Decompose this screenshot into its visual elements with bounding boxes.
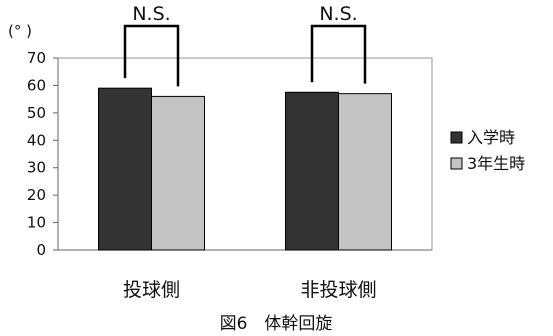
figure-caption: 図6 体幹回旋 (220, 313, 333, 334)
bar (152, 96, 205, 250)
significance-label: N.S. (132, 3, 170, 25)
significance-label: N.S. (319, 3, 357, 25)
bar (339, 94, 392, 250)
bar (286, 92, 339, 250)
y-tick-label: 50 (27, 104, 46, 122)
legend-swatch (451, 132, 462, 143)
y-tick-label: 60 (27, 76, 46, 94)
y-tick-label: 70 (27, 49, 46, 67)
y-tick-label: 30 (27, 159, 46, 177)
legend-label: 3年生時 (467, 154, 525, 173)
bar (99, 88, 152, 250)
y-tick-label: 40 (27, 131, 46, 149)
category-label: 非投球側 (300, 279, 376, 301)
y-tick-label: 0 (36, 241, 46, 259)
y-unit-label: (° ) (8, 22, 32, 40)
y-tick-label: 10 (27, 214, 46, 232)
legend-swatch (451, 158, 462, 169)
y-tick-label: 20 (27, 186, 46, 204)
legend-label: 入学時 (467, 128, 515, 147)
category-label: 投球側 (123, 279, 180, 301)
